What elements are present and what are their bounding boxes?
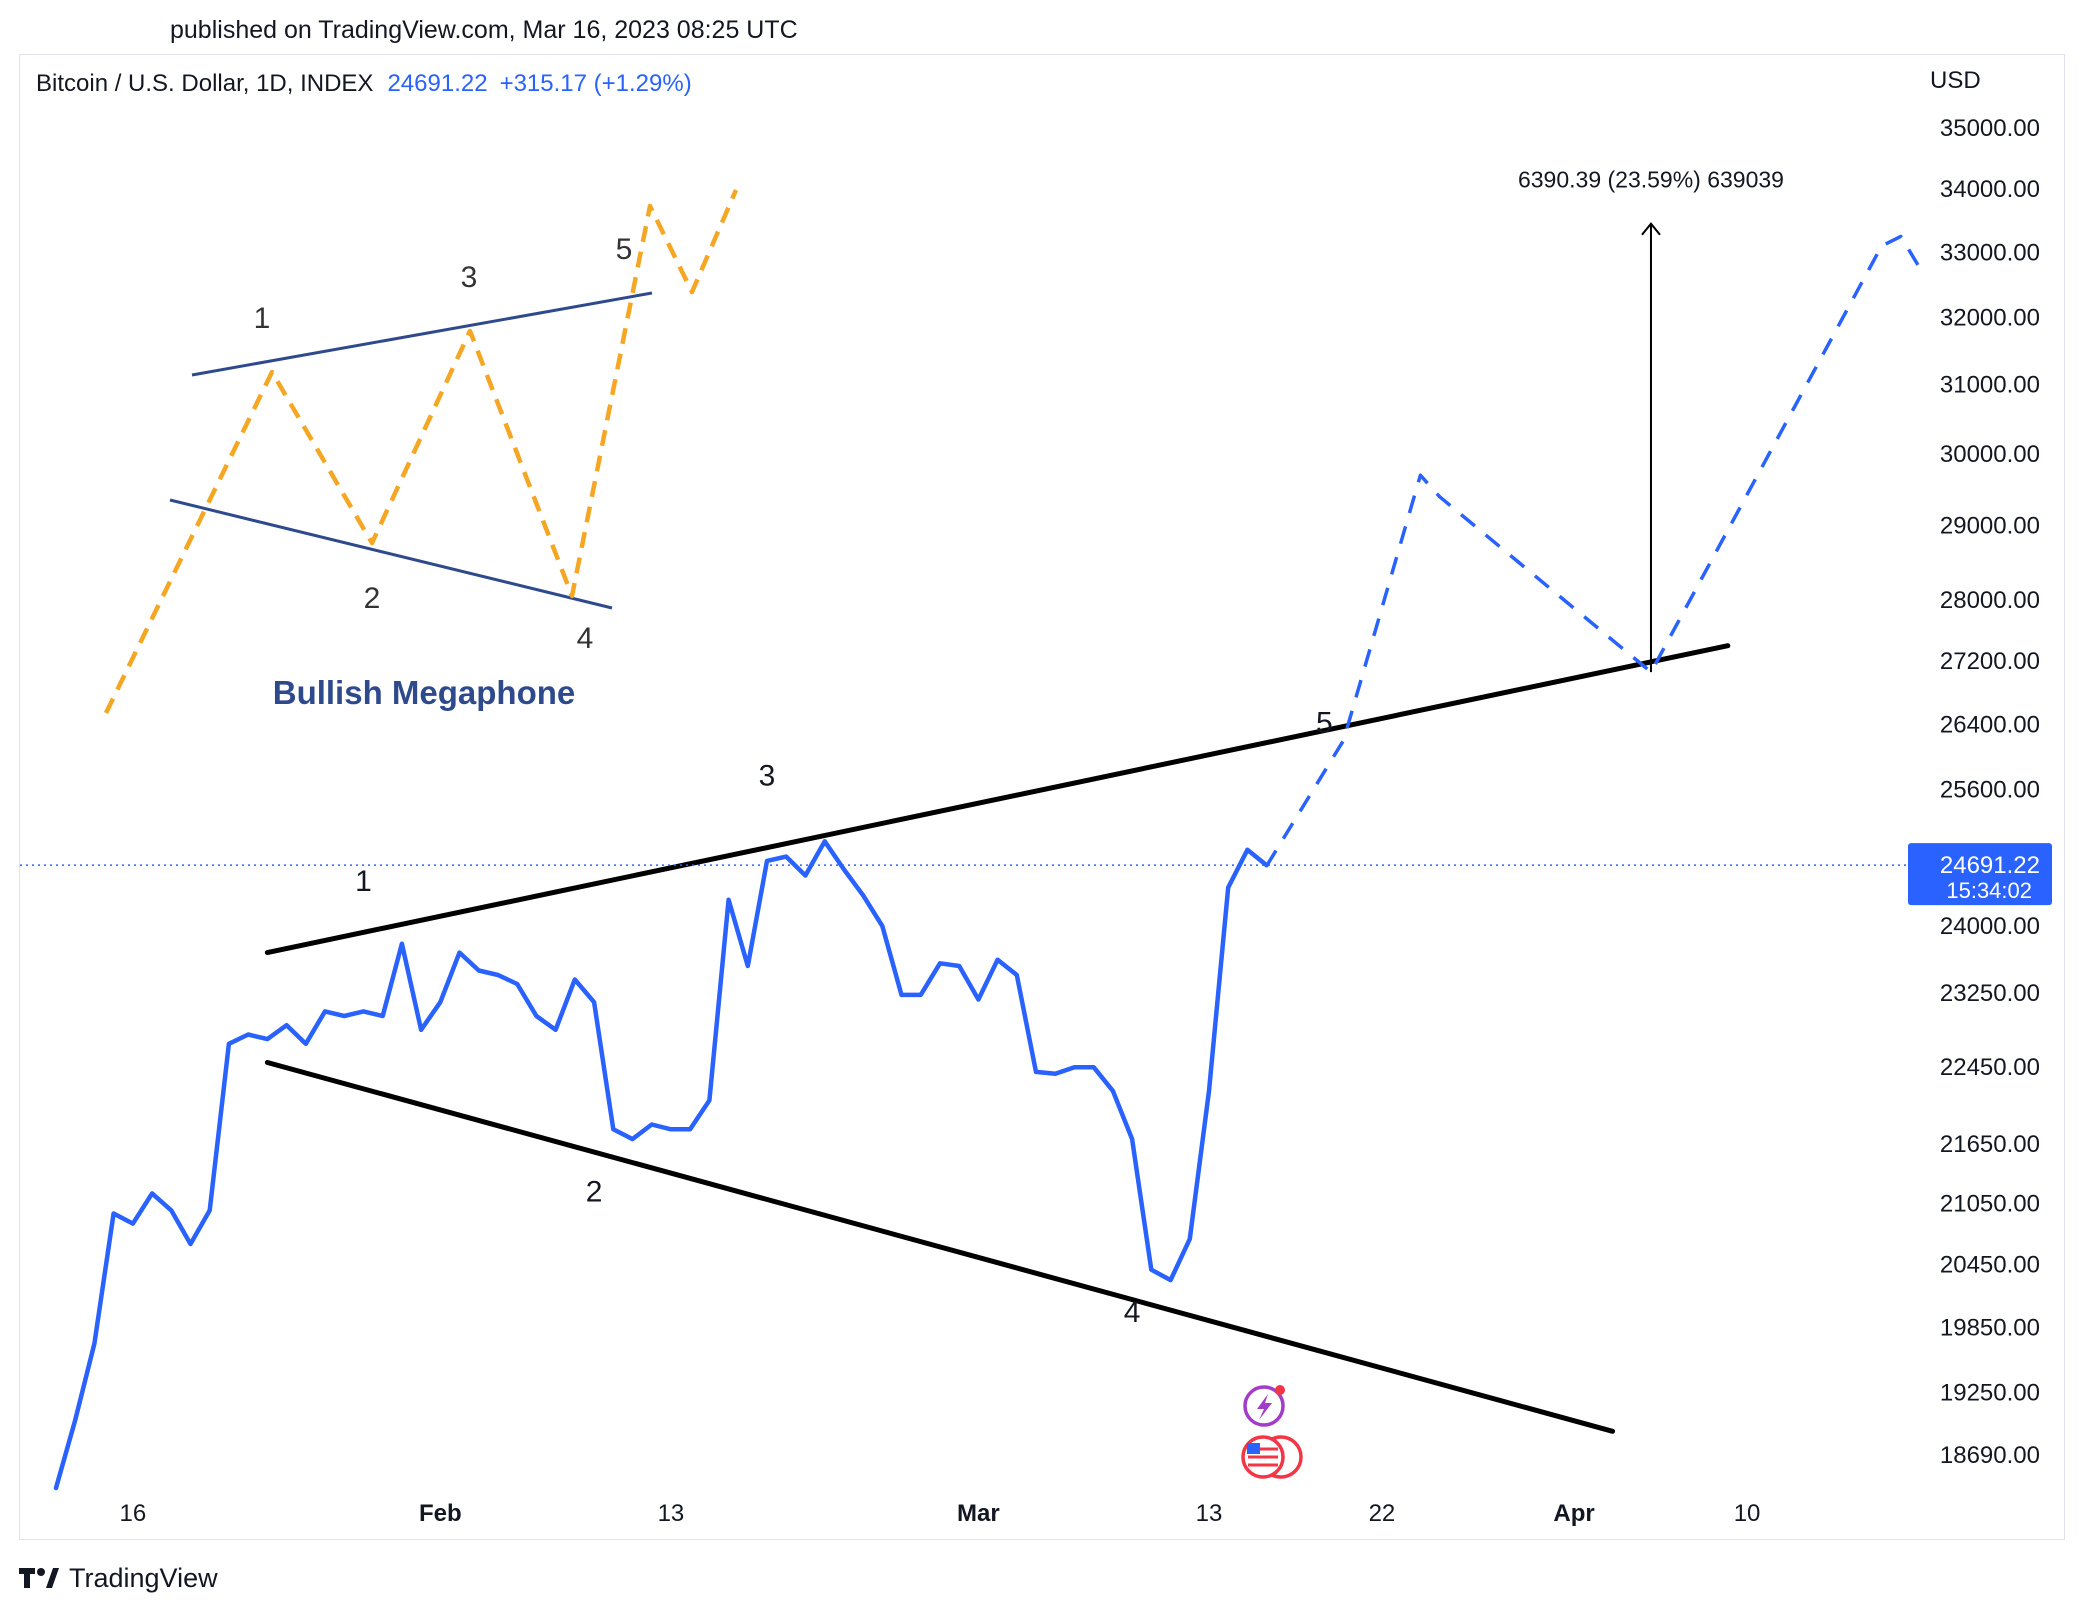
y-tick-label: 21050.00 [1940, 1190, 2040, 1217]
projection-path[interactable] [1265, 234, 1922, 867]
y-tick-label: 32000.00 [1940, 304, 2040, 331]
inset-wave-path [103, 189, 739, 714]
flag-canton [1247, 1443, 1260, 1454]
x-tick-label: 13 [658, 1500, 685, 1527]
wave-label-2: 2 [586, 1175, 603, 1208]
y-tick-label: 20450.00 [1940, 1252, 2040, 1279]
price-line[interactable] [53, 839, 1269, 1491]
y-tick-label: 35000.00 [1940, 115, 2040, 142]
inset-lower-line [169, 498, 613, 610]
y-tick-label: 23250.00 [1940, 980, 2040, 1007]
lower-trend-line[interactable] [264, 1059, 1616, 1434]
x-tick-label: 13 [1196, 1500, 1223, 1527]
x-tick-label: 22 [1369, 1500, 1396, 1527]
symbol-title: Bitcoin / U.S. Dollar, 1D, INDEX [36, 70, 374, 97]
y-tick-label: 28000.00 [1940, 587, 2040, 614]
notification-dot-icon [1275, 1385, 1285, 1395]
price-change: +315.17 (+1.29%) [499, 70, 692, 97]
last-price-tag-value: 24691.22 [1940, 852, 2040, 879]
bullish-megaphone-inset: 1 2 3 4 5 Bullish Megaphone [103, 189, 739, 714]
y-tick-label: 27200.00 [1940, 648, 2040, 675]
x-tick-label: Mar [957, 1500, 1000, 1527]
inset-wave-label-4: 4 [577, 622, 594, 655]
measure-label: 6390.39 (23.59%) 639039 [1518, 167, 1784, 193]
lightning-bolt-icon [1257, 1394, 1272, 1420]
y-tick-label: 19250.00 [1940, 1379, 2040, 1406]
published-note: published on TradingView.com, Mar 16, 20… [170, 16, 798, 44]
y-tick-label: 31000.00 [1940, 372, 2040, 399]
last-price: 24691.22 [387, 70, 488, 97]
wave-label-3: 3 [759, 759, 776, 792]
wave-label-5: 5 [1316, 706, 1333, 739]
y-tick-label: 21650.00 [1940, 1131, 2040, 1158]
symbol-header[interactable]: Bitcoin / U.S. Dollar, 1D, INDEX 24691.22… [36, 70, 692, 98]
inset-wave-label-5: 5 [616, 233, 633, 266]
y-tick-label: 19850.00 [1940, 1315, 2040, 1342]
y-tick-label: 26400.00 [1940, 711, 2040, 738]
y-tick-label: 34000.00 [1940, 176, 2040, 203]
upper-trend-line[interactable] [264, 643, 1731, 956]
x-tick-label: 16 [120, 1500, 147, 1527]
tradingview-logo-icon [19, 1568, 59, 1588]
wave-label-4: 4 [1124, 1296, 1141, 1329]
y-tick-label: 18690.00 [1940, 1442, 2040, 1469]
x-tick-label: Apr [1553, 1500, 1594, 1527]
x-tick-label: Feb [419, 1500, 462, 1527]
wave-label-1: 1 [355, 865, 372, 898]
y-tick-label: 22450.00 [1940, 1054, 2040, 1081]
inset-title: Bullish Megaphone [273, 674, 576, 711]
inset-wave-label-3: 3 [461, 261, 478, 294]
inset-wave-label-1: 1 [254, 302, 271, 335]
x-tick-label: 19 [1907, 1500, 1934, 1527]
x-tick-label: 10 [1734, 1500, 1761, 1527]
inset-upper-line [191, 291, 653, 377]
inset-wave-label-2: 2 [364, 582, 381, 615]
y-tick-label: 29000.00 [1940, 513, 2040, 540]
y-axis-label: USD [1930, 67, 1981, 94]
tradingview-brand: TradingView [69, 1562, 218, 1593]
y-tick-label: 25600.00 [1940, 776, 2040, 803]
measure-arrowhead-icon [1641, 222, 1661, 236]
y-tick-label: 33000.00 [1940, 239, 2040, 266]
last-price-tag[interactable] [1908, 843, 2052, 906]
y-tick-label: 30000.00 [1940, 441, 2040, 468]
chart-frame [19, 54, 2065, 1540]
countdown-label: 15:34:02 [1946, 878, 2032, 903]
tradingview-footer[interactable]: TradingView [19, 1558, 218, 1598]
y-tick-label: 24000.00 [1940, 913, 2040, 940]
